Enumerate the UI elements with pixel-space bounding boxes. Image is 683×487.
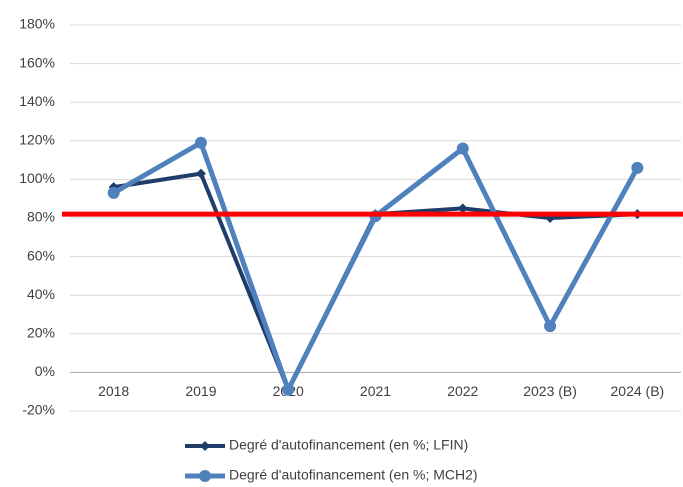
marker	[457, 203, 468, 214]
marker	[456, 142, 469, 155]
x-tick-label: 2023 (B)	[523, 383, 577, 399]
y-tick-label: 20%	[27, 325, 55, 341]
marker	[631, 161, 644, 174]
marker	[544, 320, 557, 333]
marker	[195, 168, 206, 179]
legend-label: Degré d'autofinancement (en %; MCH2)	[229, 467, 478, 483]
y-tick-label: 60%	[27, 247, 55, 263]
y-tick-label: 160%	[19, 54, 55, 70]
y-tick-label: 180%	[19, 16, 55, 32]
y-tick-label: 120%	[19, 132, 55, 148]
marker	[194, 136, 207, 149]
y-tick-label: 40%	[27, 286, 55, 302]
x-tick-label: 2018	[98, 383, 129, 399]
marker	[282, 383, 295, 396]
x-tick-label: 2019	[185, 383, 216, 399]
x-tick-label: 2021	[360, 383, 391, 399]
series-line	[113, 171, 638, 392]
x-tick-label: 2022	[447, 383, 478, 399]
x-tick-label: 2024 (B)	[611, 383, 665, 399]
marker	[107, 186, 120, 199]
y-tick-label: -20%	[22, 402, 55, 418]
legend-marker	[200, 441, 210, 451]
y-tick-label: 80%	[27, 209, 55, 225]
legend-marker	[199, 470, 211, 482]
y-tick-label: 0%	[35, 363, 55, 379]
legend-label: Degré d'autofinancement (en %; LFIN)	[229, 437, 468, 453]
y-tick-label: 100%	[19, 170, 55, 186]
y-tick-label: 140%	[19, 93, 55, 109]
